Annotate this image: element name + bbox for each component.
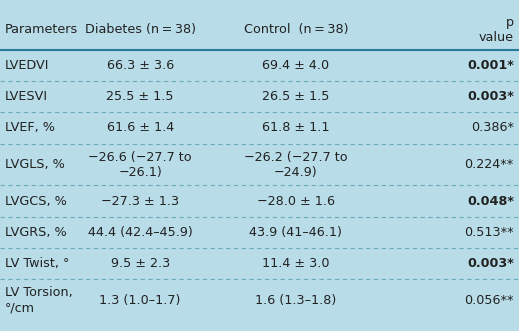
Text: 43.9 (41–46.1): 43.9 (41–46.1) [250, 226, 342, 239]
Text: 9.5 ± 2.3: 9.5 ± 2.3 [111, 257, 170, 270]
Text: LVESVI: LVESVI [5, 90, 48, 103]
Text: p
value: p value [479, 16, 514, 44]
Text: 44.4 (42.4–45.9): 44.4 (42.4–45.9) [88, 226, 193, 239]
Text: Diabetes (n = 38): Diabetes (n = 38) [85, 24, 196, 36]
Text: 61.8 ± 1.1: 61.8 ± 1.1 [262, 121, 330, 134]
Text: LVGRS, %: LVGRS, % [5, 226, 67, 239]
Text: 0.224**: 0.224** [465, 158, 514, 171]
Text: 0.056**: 0.056** [465, 294, 514, 307]
Text: 0.003*: 0.003* [467, 90, 514, 103]
Text: −27.3 ± 1.3: −27.3 ± 1.3 [101, 195, 179, 208]
Text: LVEDVI: LVEDVI [5, 59, 50, 72]
Text: 1.6 (1.3–1.8): 1.6 (1.3–1.8) [255, 294, 336, 307]
Text: Parameters: Parameters [5, 24, 78, 36]
Text: 1.3 (1.0–1.7): 1.3 (1.0–1.7) [100, 294, 181, 307]
Text: 0.513**: 0.513** [464, 226, 514, 239]
Text: 0.001*: 0.001* [467, 59, 514, 72]
Text: 11.4 ± 3.0: 11.4 ± 3.0 [262, 257, 330, 270]
Text: 66.3 ± 3.6: 66.3 ± 3.6 [106, 59, 174, 72]
Text: 0.386*: 0.386* [471, 121, 514, 134]
Text: 0.048*: 0.048* [467, 195, 514, 208]
Text: LVEF, %: LVEF, % [5, 121, 55, 134]
Text: 26.5 ± 1.5: 26.5 ± 1.5 [262, 90, 330, 103]
Text: −26.6 (−27.7 to
−26.1): −26.6 (−27.7 to −26.1) [88, 151, 192, 178]
Text: −28.0 ± 1.6: −28.0 ± 1.6 [257, 195, 335, 208]
Text: LV Torsion,
°/cm: LV Torsion, °/cm [5, 286, 73, 314]
Text: Control  (n = 38): Control (n = 38) [243, 24, 348, 36]
Text: −26.2 (−27.7 to
−24.9): −26.2 (−27.7 to −24.9) [244, 151, 348, 178]
Text: 25.5 ± 1.5: 25.5 ± 1.5 [106, 90, 174, 103]
Text: 69.4 ± 4.0: 69.4 ± 4.0 [262, 59, 330, 72]
Text: LV Twist, °: LV Twist, ° [5, 257, 70, 270]
Text: LVGLS, %: LVGLS, % [5, 158, 65, 171]
Text: 0.003*: 0.003* [467, 257, 514, 270]
Text: 61.6 ± 1.4: 61.6 ± 1.4 [106, 121, 174, 134]
Text: LVGCS, %: LVGCS, % [5, 195, 67, 208]
